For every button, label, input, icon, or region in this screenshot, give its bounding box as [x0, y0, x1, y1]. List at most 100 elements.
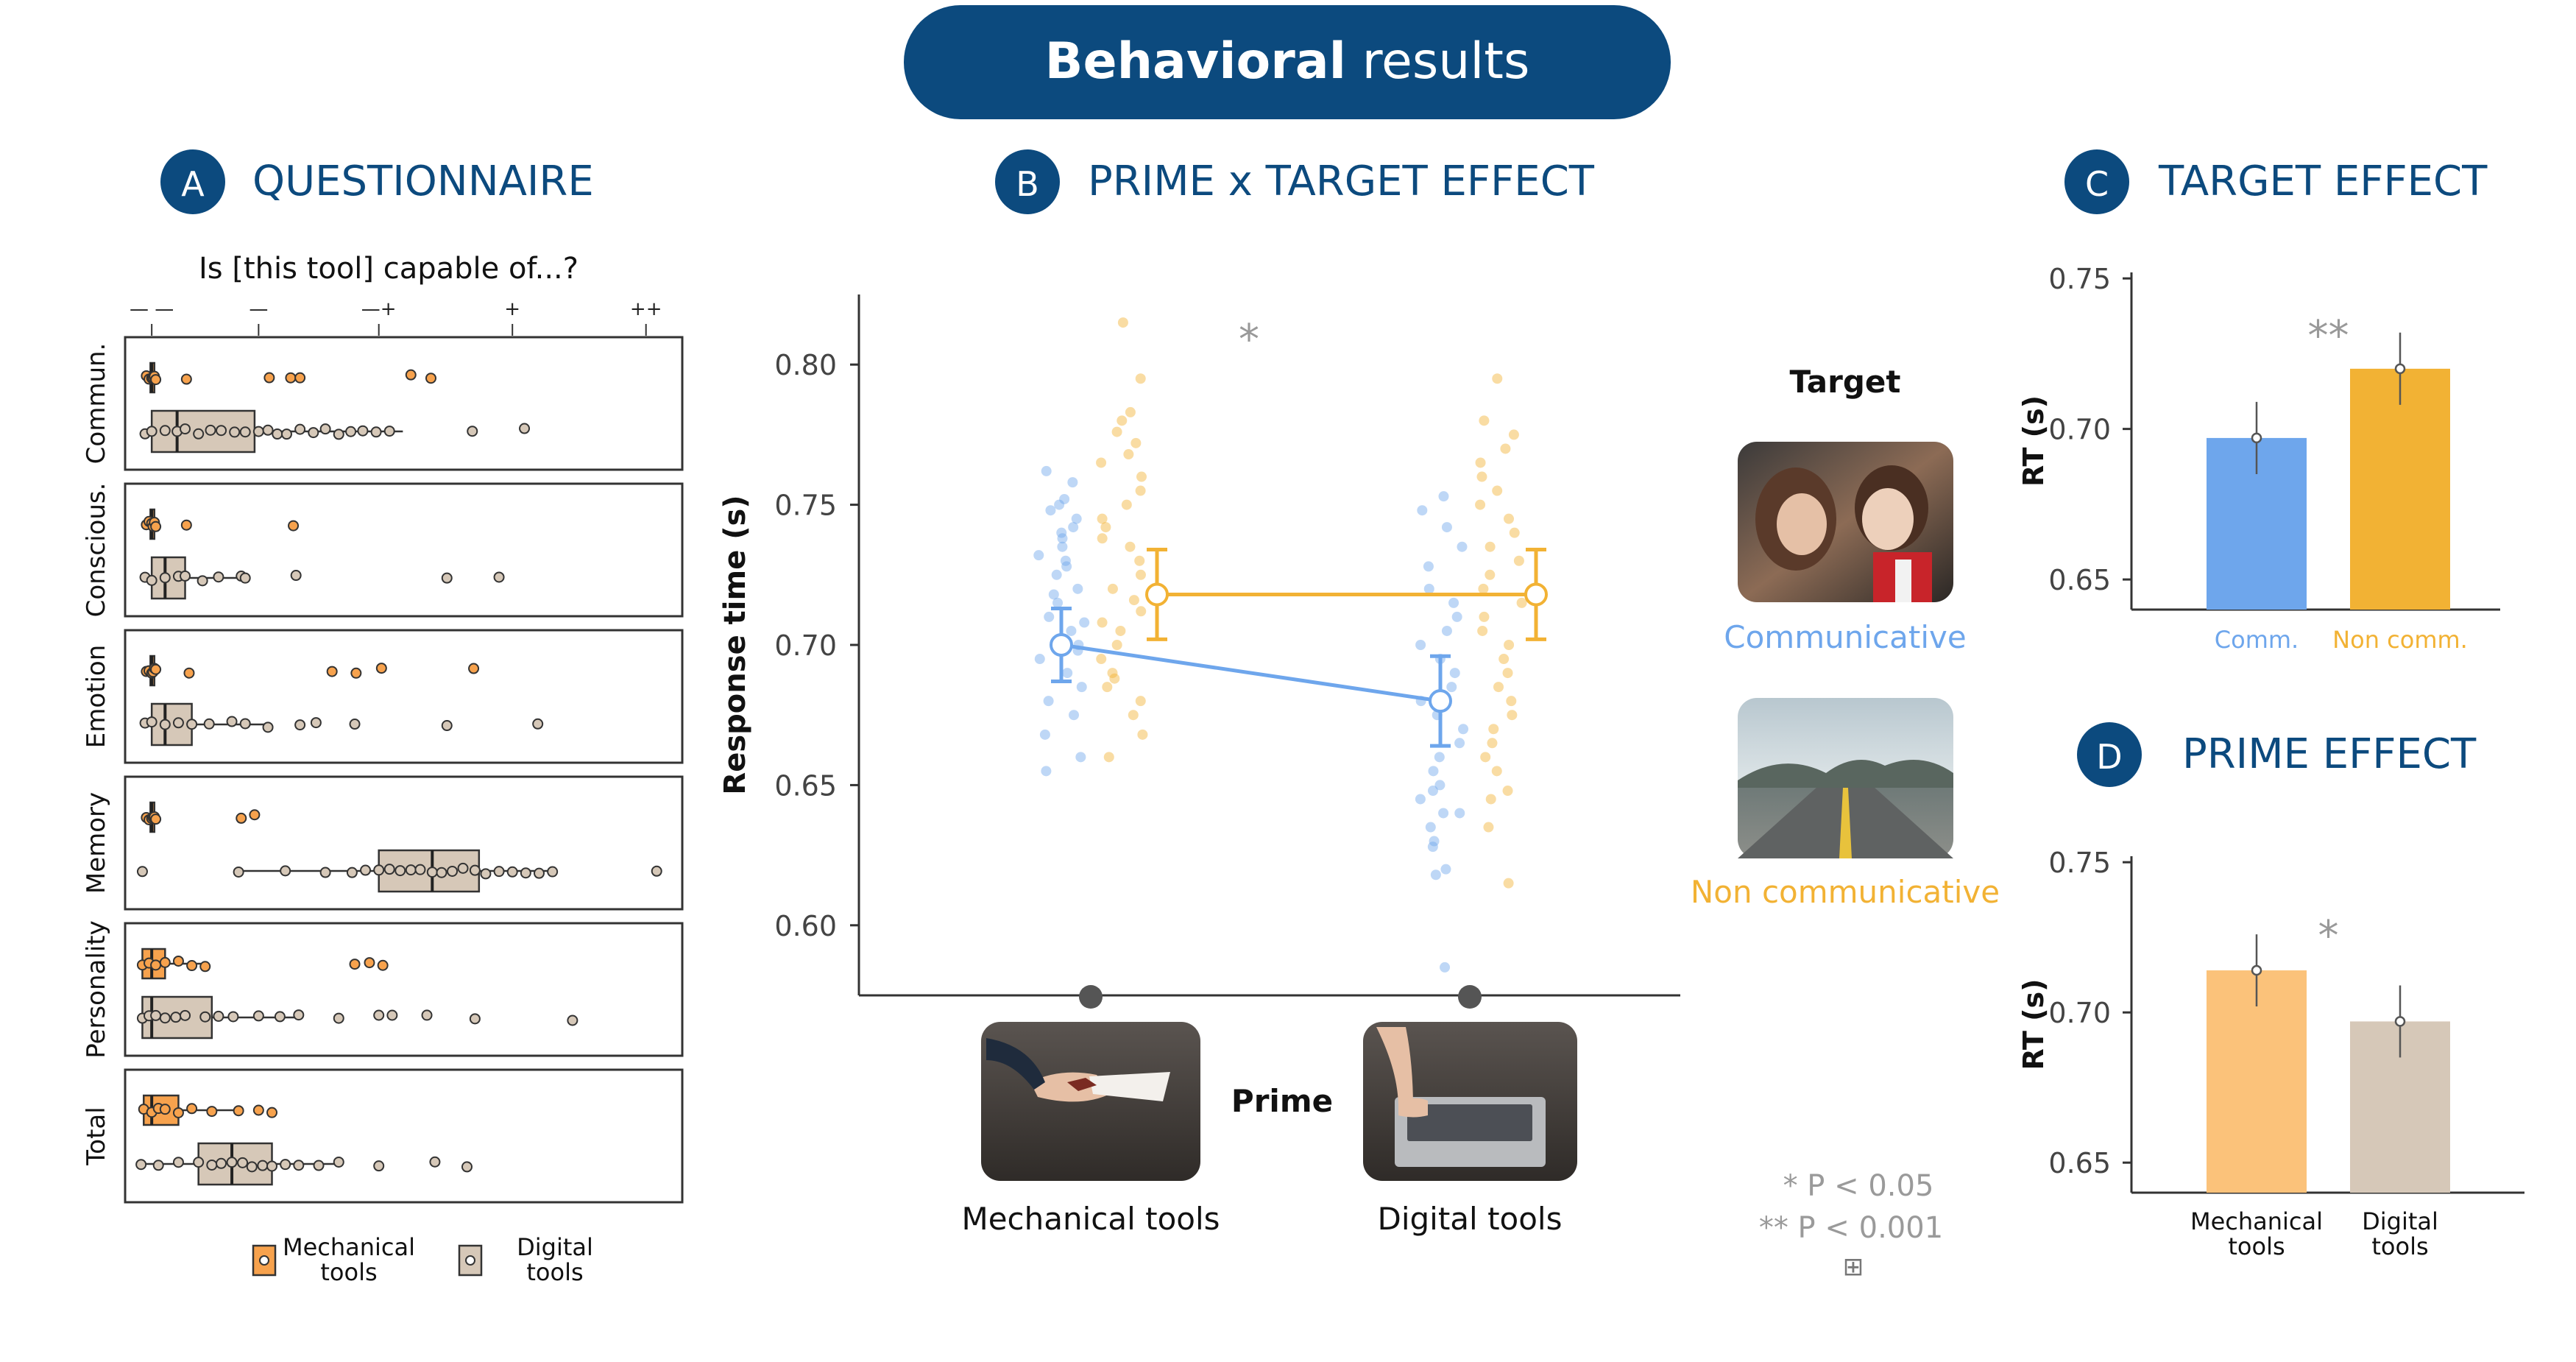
digital-point [280, 428, 292, 440]
panel-c: C TARGET EFFECT 0.75 0.70 0.65 RT (s) Comm. N… [2017, 149, 2500, 654]
digital-point [193, 1157, 205, 1168]
digital-point [293, 1009, 305, 1021]
digital-point [226, 716, 238, 727]
digital-point [405, 864, 417, 876]
digital-point [383, 864, 395, 875]
comm-raw-point [1451, 611, 1462, 622]
digital-point [308, 427, 319, 439]
digital-point [394, 865, 406, 877]
digital-point [193, 428, 205, 440]
legend-swatch [252, 1244, 277, 1277]
x-tick-label-line: Comm. [2215, 626, 2299, 654]
mech-point [233, 1105, 244, 1117]
noncomm-raw-point [1109, 673, 1120, 684]
digital-point [216, 425, 227, 437]
digital-point [319, 423, 331, 435]
mech-point [377, 959, 389, 971]
y-tick-label: 0.70 [774, 629, 837, 662]
digital-point [506, 866, 518, 878]
digital-point [213, 1010, 224, 1022]
digital-point [441, 572, 453, 584]
digital-point [360, 864, 372, 876]
noncomm-raw-point [1509, 527, 1520, 538]
noncomm-raw-point [1103, 752, 1114, 763]
digital-point [262, 721, 274, 733]
mech-point [180, 519, 192, 531]
footnote-p05: * P < 0.05 [1783, 1169, 1934, 1203]
prime-digital-photo [1363, 1022, 1577, 1181]
digital-point [272, 428, 283, 440]
panel-a-heading: QUESTIONNAIRE [252, 158, 594, 205]
noncomm-raw-point [1479, 415, 1490, 426]
noncomm-raw-point [1115, 625, 1126, 636]
digital-point [414, 864, 426, 875]
digital-point [373, 1009, 385, 1021]
comm-raw-point [1054, 499, 1065, 510]
comm-raw-point [1067, 477, 1078, 488]
x-category-marker [1458, 985, 1482, 1009]
target-communicative-photo [1738, 442, 1953, 602]
mech-point [285, 372, 297, 384]
comm-raw-point [1033, 550, 1044, 561]
target-title: Target [1790, 364, 1901, 400]
digital-point [203, 718, 215, 730]
likert-tick-label: — [249, 298, 268, 320]
digital-point [534, 867, 545, 879]
legend-dot [259, 1255, 269, 1266]
digital-point [266, 1160, 277, 1172]
comm-raw-point [1041, 766, 1052, 777]
noncomm-raw-point [1483, 822, 1494, 833]
panel-a: A QUESTIONNAIRE Is [this tool] capable o… [82, 149, 684, 1286]
digital-point [274, 1011, 286, 1023]
noncomm-raw-point [1491, 766, 1502, 777]
digital-point [257, 1160, 269, 1171]
comm-raw-point [1438, 491, 1449, 502]
y-tick-label: 0.60 [774, 910, 837, 942]
y-tick-label: 0.65 [2048, 564, 2111, 596]
comm-raw-point [1430, 869, 1441, 881]
questionnaire-rows: Commun. Conscious. Emotion Memory Personalit… [82, 336, 684, 1204]
comm-raw-point [1440, 864, 1451, 875]
comm-raw-point [1068, 522, 1079, 533]
legend-label-line: Digital [517, 1233, 593, 1261]
noncomm-raw-point [1107, 583, 1118, 594]
bar [2350, 368, 2450, 610]
noncomm-raw-point [1111, 640, 1122, 650]
noncomm-raw-point [1480, 752, 1491, 763]
digital-point [457, 862, 469, 874]
noncomm-raw-point [1487, 738, 1498, 749]
noncomm-raw-point [1125, 541, 1136, 552]
digital-point [197, 575, 208, 587]
comm-raw-point [1449, 668, 1460, 679]
noncomm-raw-point [1123, 449, 1134, 460]
mech-point [405, 369, 417, 381]
panel-c-letter: C [2085, 164, 2109, 204]
digital-point [170, 1012, 182, 1023]
noncomm-raw-point [1100, 522, 1111, 533]
comm-raw-point [1423, 583, 1434, 594]
legend-dot [465, 1255, 475, 1266]
comm-raw-point [1066, 625, 1077, 636]
questionnaire-row: Personality [82, 920, 684, 1059]
noncomm-raw-point [1500, 443, 1511, 454]
row-label: Memory [82, 792, 111, 894]
digital-point [152, 1160, 164, 1171]
comm-raw-point [1076, 682, 1087, 693]
mech-point [266, 1107, 277, 1118]
noncomm-raw-point [1134, 555, 1145, 566]
noncomm-raw-point [1097, 533, 1108, 544]
noncomm-raw-point [1507, 710, 1518, 721]
significance-star: ** [2308, 312, 2349, 360]
y-tick-label: 0.70 [2048, 414, 2111, 446]
noncomm-raw-point [1503, 878, 1514, 889]
noncomm-raw-point [1492, 485, 1503, 496]
comm-mean-line [1061, 643, 1441, 703]
chart-c: 0.75 0.70 0.65 RT (s) Comm. Non comm. ** [2017, 263, 2500, 654]
digital-point [293, 1160, 305, 1171]
noncomm-raw-point [1117, 415, 1128, 426]
likert-tick-label: + [504, 298, 520, 320]
noncomm-raw-point [1096, 654, 1107, 665]
